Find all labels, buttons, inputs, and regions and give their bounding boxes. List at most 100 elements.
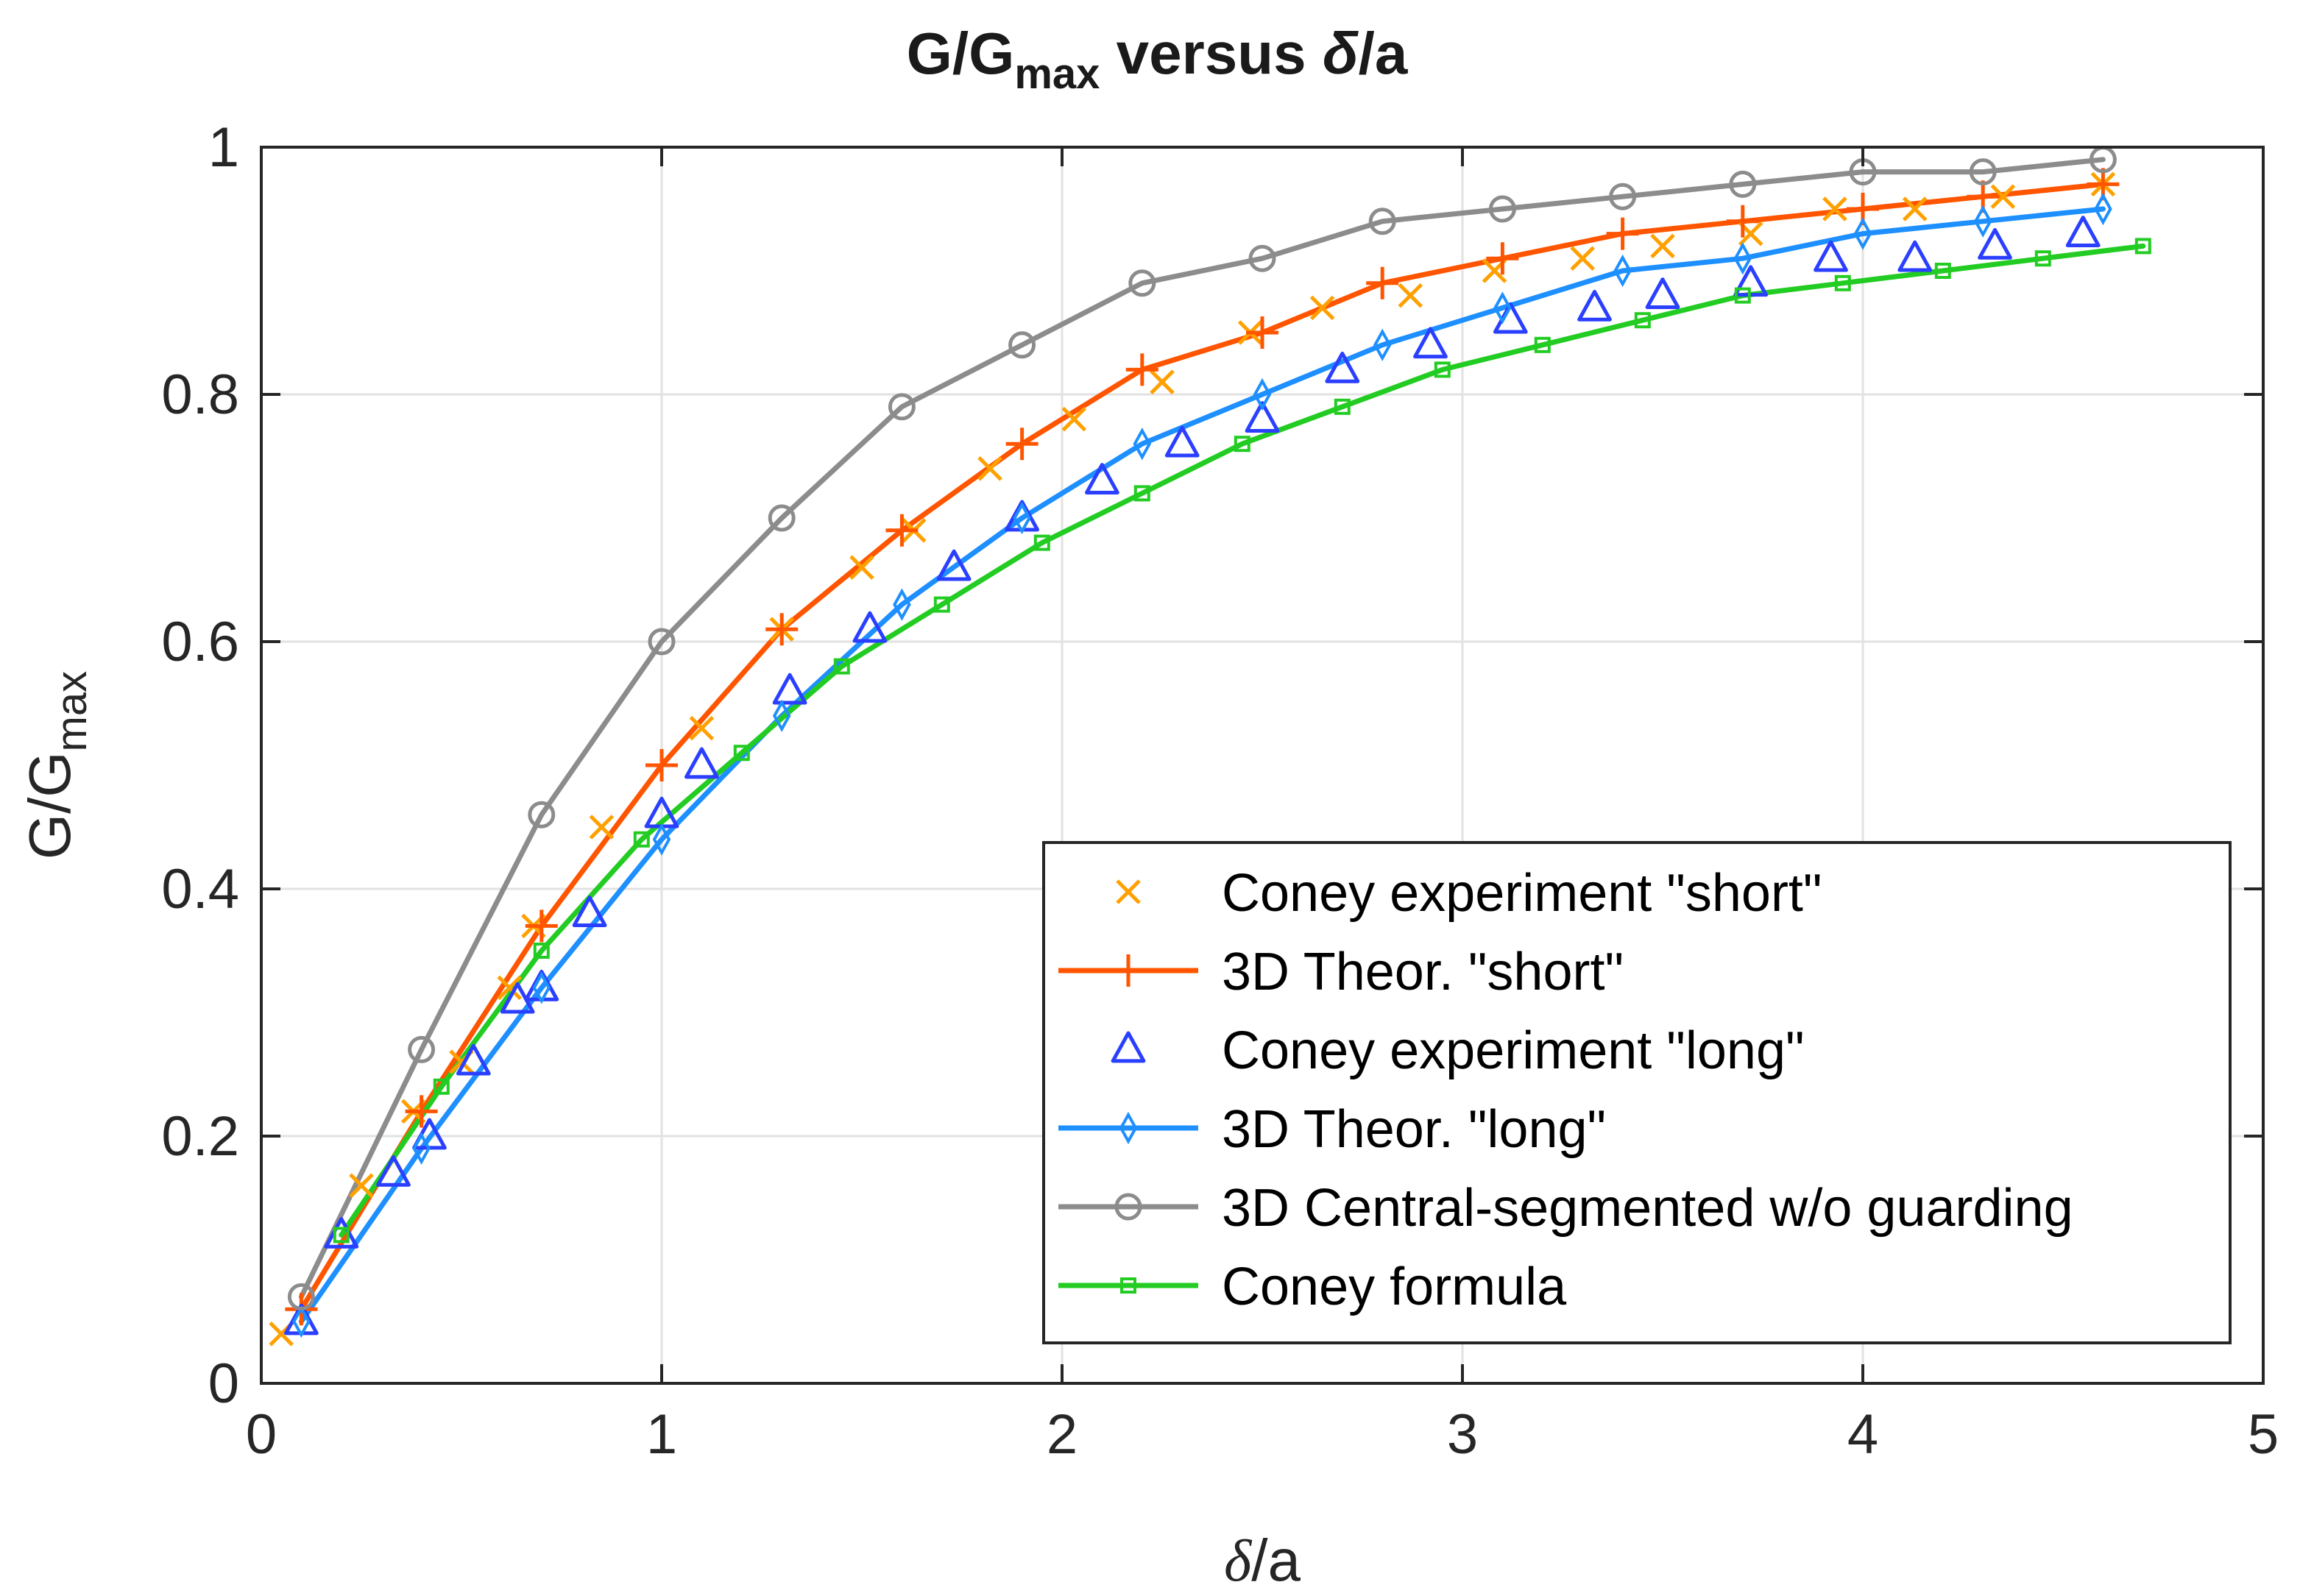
data-point-coney-experiment-long — [1978, 227, 2012, 260]
data-point-3d-theor-short — [1486, 242, 1519, 275]
data-point-3d-central-segmented-w-o-guarding — [1008, 331, 1036, 359]
x-tick-label: 4 — [1847, 1403, 1878, 1466]
data-point-3d-theor-long — [772, 699, 791, 732]
legend-label: 3D Theor. "short" — [1222, 943, 1624, 1001]
data-point-3d-theor-long — [292, 1305, 311, 1338]
x-tick-label: 0 — [246, 1403, 277, 1466]
y-tick-label: 0.8 — [161, 363, 239, 426]
y-tick-label: 0.2 — [161, 1105, 239, 1168]
data-point-coney-formula — [833, 658, 850, 675]
y-axis-label-subscript: max — [48, 671, 96, 752]
y-axis-label: G/Gmax — [17, 671, 96, 859]
legend-label: Coney experiment "short" — [1222, 864, 1822, 923]
data-point-coney-experiment-short — [1990, 184, 2016, 209]
data-point-3d-theor-short — [1246, 316, 1278, 349]
data-point-3d-theor-short — [765, 613, 799, 646]
data-point-coney-experiment-long — [1645, 277, 1680, 309]
tick-labels: 0 1 2 3 4 5 0 0.2 0.4 0.6 0.8 1 — [161, 116, 2279, 1466]
data-point-coney-formula — [933, 596, 950, 613]
data-point-3d-central-segmented-w-o-guarding — [528, 801, 556, 829]
data-point-3d-theor-short — [1125, 353, 1158, 386]
data-point-3d-central-segmented-w-o-guarding — [1969, 158, 1997, 186]
x-tick-label: 2 — [1047, 1403, 1078, 1466]
data-point-3d-theor-short — [645, 749, 678, 781]
data-point-coney-formula — [1734, 287, 1751, 304]
data-point-coney-experiment-short — [977, 456, 1002, 481]
data-point-3d-theor-long — [1253, 377, 1272, 411]
data-point-coney-experiment-long — [1413, 327, 1448, 359]
data-point-coney-experiment-long — [1897, 240, 1933, 272]
data-point-3d-theor-long — [1493, 291, 1512, 324]
data-point-3d-theor-long — [1733, 242, 1752, 275]
data-point-3d-central-segmented-w-o-guarding — [888, 393, 916, 421]
data-point-coney-formula — [733, 745, 750, 762]
data-point-3d-theor-long — [1133, 428, 1152, 461]
data-point-coney-formula — [1033, 534, 1050, 551]
data-point-3d-theor-short — [885, 514, 919, 547]
data-point-3d-central-segmented-w-o-guarding — [768, 504, 796, 532]
data-point-coney-formula — [333, 1227, 350, 1244]
data-point-coney-formula — [1234, 436, 1250, 453]
y-tick-label: 1 — [208, 116, 239, 179]
x-tick-label: 1 — [646, 1403, 677, 1466]
data-point-coney-experiment-short — [849, 555, 874, 580]
series-markers-3d-theor-long — [292, 192, 2112, 1338]
data-point-coney-experiment-long — [1577, 289, 1612, 322]
data-point-3d-central-segmented-w-o-guarding — [1488, 195, 1516, 223]
data-point-coney-experiment-long — [1164, 425, 1200, 458]
data-point-3d-central-segmented-w-o-guarding — [1729, 170, 1757, 198]
data-point-3d-theor-short — [525, 909, 558, 943]
legend: Coney experiment "short" 3D Theor. "short… — [1042, 841, 2232, 1344]
data-point-coney-experiment-short — [689, 715, 715, 741]
legend-marker-swatch — [1114, 1193, 1142, 1221]
data-point-3d-theor-short — [405, 1095, 438, 1128]
series-markers-3d-central-segmented-w-o-guarding — [287, 146, 2117, 1311]
data-point-3d-theor-long — [1373, 328, 1392, 361]
data-point-coney-experiment-long — [852, 611, 888, 643]
chart-title: G/Gmax versus δ/a — [907, 21, 1408, 98]
legend-marker-swatch — [1112, 954, 1144, 987]
data-point-coney-experiment-short — [1650, 233, 1675, 259]
data-point-coney-experiment-short — [1150, 369, 1175, 394]
y-tick-label: 0.4 — [161, 858, 239, 921]
legend-marker-swatch — [1116, 879, 1141, 904]
data-point-coney-formula — [1534, 336, 1551, 353]
data-point-coney-experiment-long — [376, 1155, 411, 1187]
data-point-coney-experiment-long — [936, 549, 972, 581]
series-markers-coney-formula — [333, 238, 2151, 1244]
data-point-3d-theor-long — [893, 588, 911, 621]
series-layer — [269, 146, 2151, 1347]
data-point-coney-formula — [2034, 250, 2051, 267]
legend-label: 3D Theor. "long" — [1222, 1100, 1606, 1159]
x-tick-label: 3 — [1447, 1403, 1478, 1466]
data-point-3d-theor-short — [1366, 266, 1399, 299]
chart-title-suffix: versus — [1100, 21, 1322, 86]
data-point-3d-theor-long — [652, 823, 671, 856]
data-point-coney-formula — [2134, 238, 2151, 255]
y-axis-label-main: G/G — [17, 751, 82, 859]
data-point-3d-theor-long — [532, 971, 551, 1004]
legend-entry-3d-theor-short: 3D Theor. "short" — [1058, 943, 1624, 1001]
legend-entry-3d-central-segmented-w-o-guarding: 3D Central-segmented w/o guarding — [1058, 1179, 2073, 1238]
data-point-coney-experiment-long — [1245, 401, 1280, 433]
data-point-coney-formula — [433, 1078, 450, 1095]
data-point-coney-formula — [1634, 312, 1651, 329]
axes-box — [260, 146, 2265, 1385]
data-point-coney-experiment-short — [497, 975, 523, 1001]
data-point-coney-formula — [1434, 361, 1451, 378]
data-point-coney-experiment-long — [684, 747, 719, 779]
data-point-coney-experiment-short — [589, 815, 615, 840]
data-point-coney-formula — [1934, 263, 1951, 279]
data-point-3d-central-segmented-w-o-guarding — [1368, 208, 1396, 235]
series-line-coney-formula — [339, 243, 2146, 1238]
data-point-coney-experiment-long — [2065, 216, 2101, 247]
legend-entry-coney-experiment-short: Coney experiment "short" — [1116, 864, 1822, 923]
data-point-3d-theor-long — [1613, 254, 1632, 288]
legend-label: Coney experiment "long" — [1222, 1021, 1805, 1080]
y-tick-label: 0.6 — [161, 611, 239, 673]
x-axis-label: δ/a — [1224, 1528, 1301, 1594]
legend-label: 3D Central-segmented w/o guarding — [1222, 1179, 2073, 1238]
chart-title-delta: δ — [1323, 21, 1359, 86]
data-point-3d-theor-long — [412, 1132, 431, 1165]
